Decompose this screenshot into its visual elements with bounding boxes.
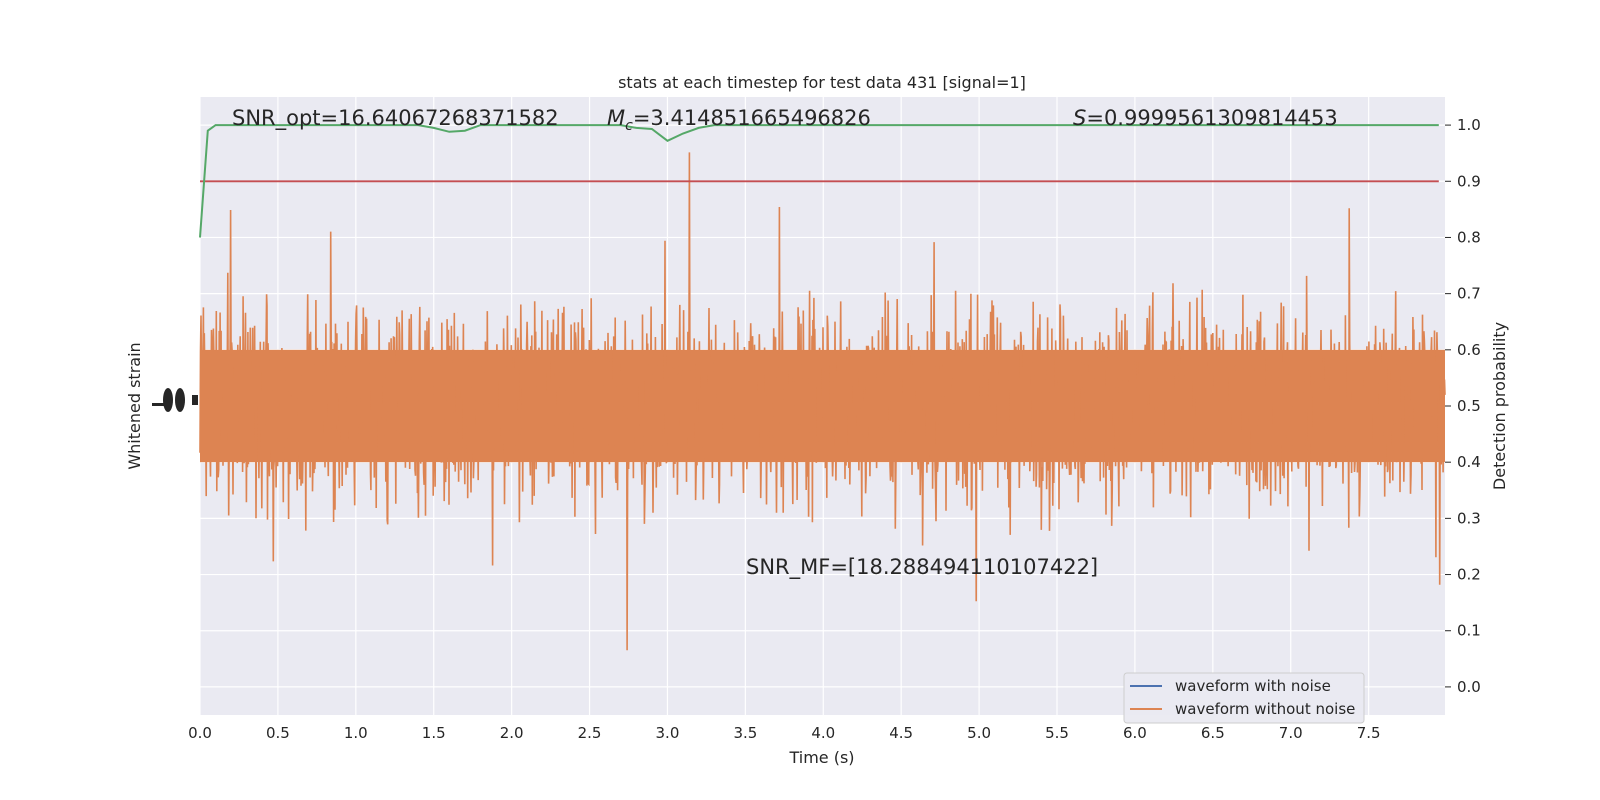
x-axis-label: Time (s) [788,748,854,767]
waveform-traces [199,152,1446,651]
mc-symbol: M [607,106,625,130]
x-tick-label: 5.5 [1045,724,1069,742]
y-tick-label: 0.4 [1457,453,1481,471]
x-tick-label: 4.0 [811,724,835,742]
x-axis-ticks: 0.0 0.5 1.0 1.5 2.0 2.5 3.0 3.5 4.0 4.5 5.0 5.5 6.0 6… [188,724,1381,742]
s-symbol: S [1073,106,1086,130]
left-tick-mark [192,395,198,405]
y-right-axis-ticks: 0.0 0.1 0.2 0.3 0.4 0.5 0.6 0.7 0.8 0.9 1.0 [1445,116,1481,696]
x-tick-label: 3.0 [656,724,680,742]
snr-mf-annotation: SNR_MF=[18.288494110107422] [746,555,1098,580]
y-left-axis-ticks [152,388,198,412]
x-tick-label: 0.0 [188,724,212,742]
y-tick-label: 0.7 [1457,285,1481,303]
chart-title: stats at each timestep for test data 431… [618,73,1026,92]
mc-subscript: c [625,118,633,134]
x-tick-label: 5.0 [967,724,991,742]
x-tick-label: 2.5 [578,724,602,742]
left-tick-blob-1 [163,388,173,412]
y-tick-label: 0.0 [1457,678,1481,696]
left-tick-blob-2 [175,388,185,412]
y-tick-label: 0.2 [1457,566,1481,584]
x-tick-label: 1.0 [344,724,368,742]
detection-probability-line [199,124,1439,238]
s-annotation: S=0.9999561309814453 [1073,106,1338,130]
x-tick-label: 7.5 [1357,724,1381,742]
legend-label-without-noise: waveform without noise [1175,700,1355,718]
y-tick-label: 0.3 [1457,509,1481,527]
x-tick-label: 1.5 [422,724,446,742]
x-tick-label: 3.5 [733,724,757,742]
waveform-without-noise-trace [199,152,1446,651]
x-tick-label: 6.5 [1201,724,1225,742]
x-tick-label: 4.5 [889,724,913,742]
x-tick-label: 2.0 [500,724,524,742]
left-tick-cluster [152,403,170,406]
y-tick-label: 0.8 [1457,228,1481,246]
y-right-axis-label: Detection probability [1490,322,1509,490]
y-tick-label: 1.0 [1457,116,1481,134]
x-tick-label: 7.0 [1279,724,1303,742]
x-tick-label: 0.5 [266,724,290,742]
legend: waveform with noise waveform without noi… [1123,672,1365,724]
y-tick-label: 0.6 [1457,341,1481,359]
legend-box [1123,672,1365,724]
mc-annotation: Mc=3.414851665496826 [607,106,871,134]
legend-label-with-noise: waveform with noise [1175,677,1331,695]
y-tick-label: 0.1 [1457,622,1481,640]
y-tick-label: 0.5 [1457,397,1481,415]
probability-lines [199,124,1439,238]
s-value: =0.9999561309814453 [1086,106,1337,130]
mc-value: =3.414851665496826 [633,106,871,130]
y-tick-label: 0.9 [1457,172,1481,190]
x-tick-label: 6.0 [1123,724,1147,742]
snr-opt-annotation: SNR_opt=16.64067268371582 [232,106,559,131]
y-left-axis-label: Whitened strain [125,342,144,469]
